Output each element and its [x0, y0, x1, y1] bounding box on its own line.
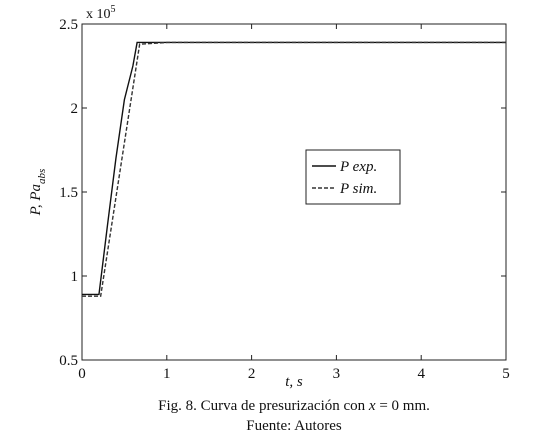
- y-axis-label: P, Paabs: [28, 169, 48, 217]
- x-tick-label: 4: [417, 366, 425, 382]
- y-tick-label: 1.5: [59, 185, 78, 201]
- y-tick-label: 2.5: [59, 17, 78, 33]
- y-multiplier-base: x 10: [86, 7, 111, 22]
- y-multiplier: x 105: [86, 4, 116, 22]
- plot-frame: [81, 23, 507, 361]
- y-tick-label: 1: [71, 269, 79, 285]
- data-line: [82, 41, 506, 297]
- x-tick-label: 5: [502, 366, 510, 382]
- caption-part: = 0 mm.: [376, 398, 430, 414]
- legend-box: [305, 149, 401, 205]
- data-line: [82, 41, 506, 296]
- y-tick-label: 0.5: [59, 353, 78, 369]
- caption: Fig. 8. Curva de presurización con x = 0…: [158, 398, 430, 414]
- y-axis-label-sub: abs: [36, 169, 48, 184]
- y-axis-label-main: P, Pa: [28, 184, 44, 216]
- x-tick-label: 1: [163, 366, 171, 382]
- x-tick-label: 2: [248, 366, 256, 382]
- y-tick-label: 2: [71, 101, 79, 117]
- legend-label: P sim.: [339, 181, 377, 197]
- x-tick-label: 3: [333, 366, 341, 382]
- caption-part: x: [368, 398, 376, 414]
- y-multiplier-exp: 5: [111, 4, 116, 15]
- source: Fuente: Autores: [246, 418, 342, 434]
- x-tick-label: 0: [78, 366, 86, 382]
- legend-label: P exp.: [339, 159, 377, 175]
- caption-part: Fig. 8. Curva de presurización con: [158, 398, 369, 414]
- x-axis-label: t, s: [285, 374, 303, 390]
